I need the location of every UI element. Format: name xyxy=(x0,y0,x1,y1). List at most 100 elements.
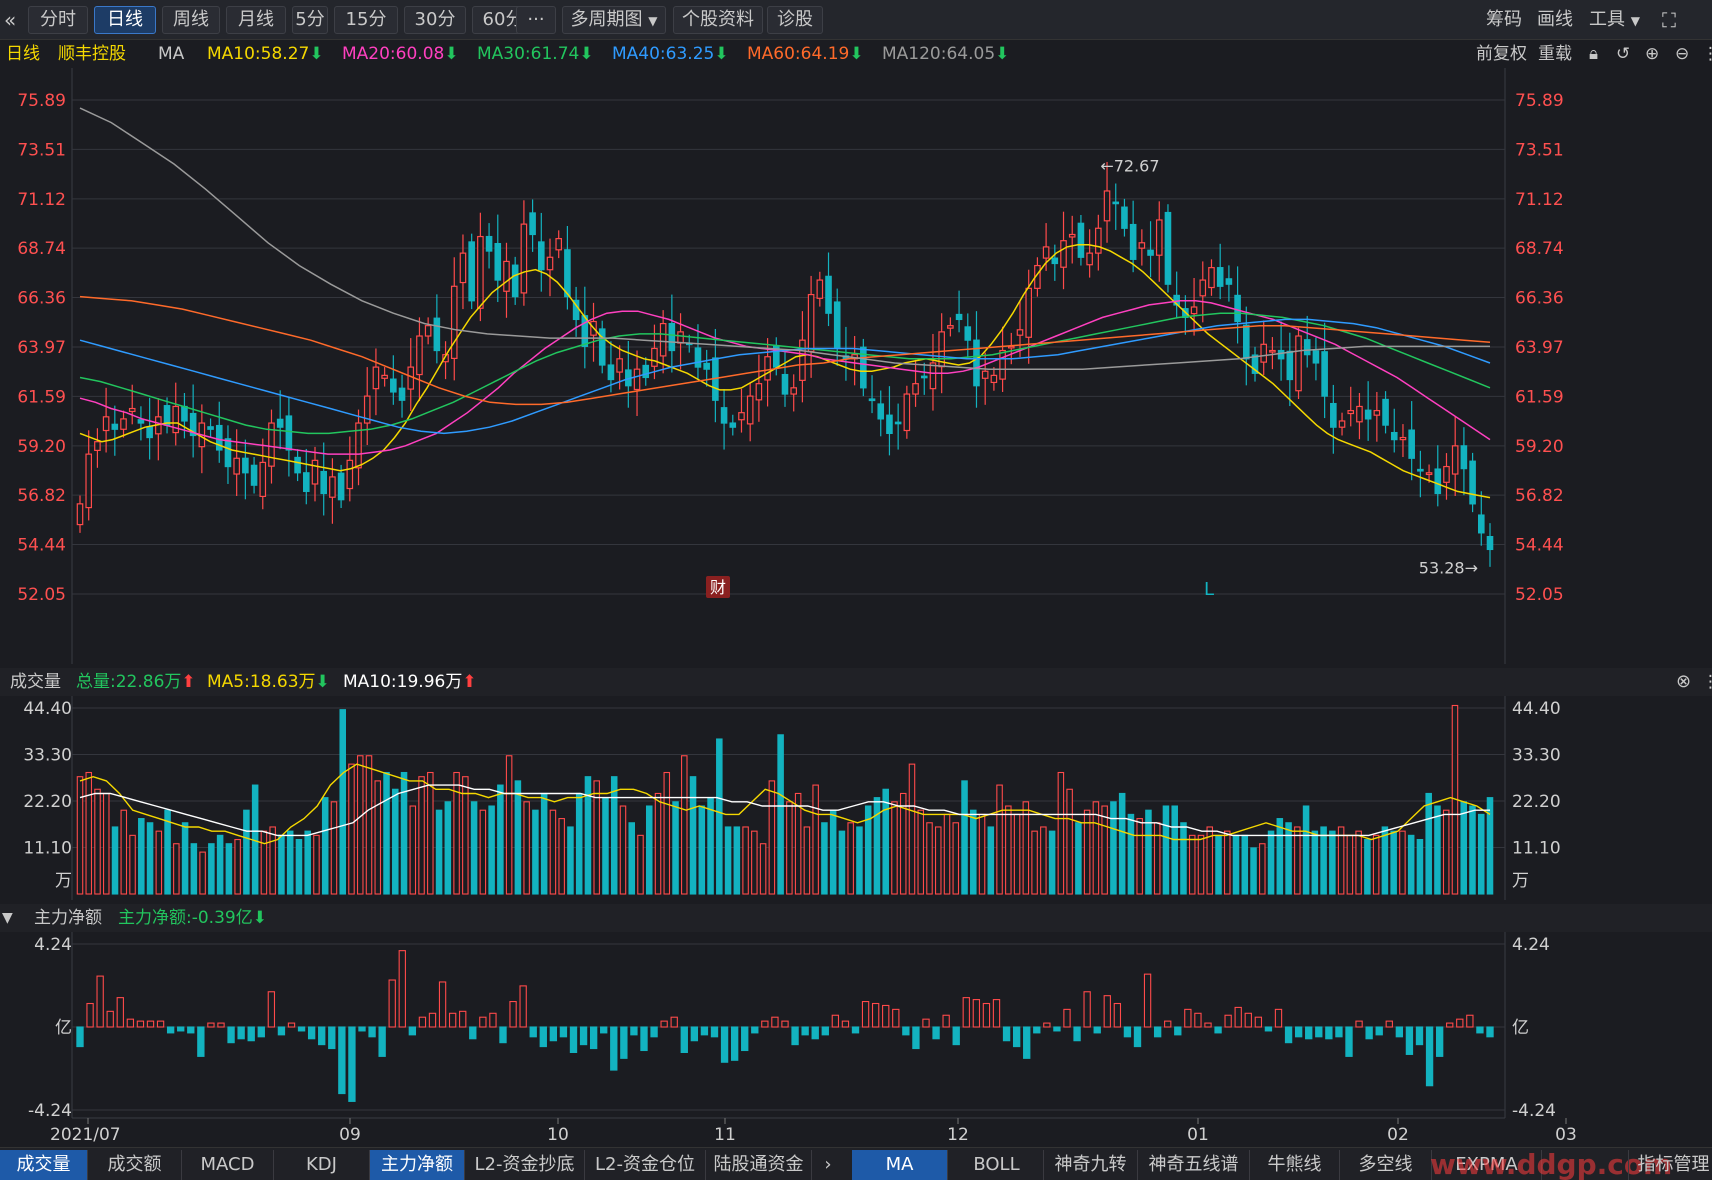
candle-body xyxy=(1408,429,1415,459)
chips-button[interactable]: 筹码 xyxy=(1486,9,1522,30)
period-tab[interactable]: 月线 xyxy=(226,6,286,34)
volume-bar xyxy=(1267,830,1275,895)
x-tick-label: 12 xyxy=(947,1125,969,1145)
settings-icon[interactable]: ⋮ xyxy=(1702,672,1712,692)
collapse-icon[interactable]: ▼ xyxy=(2,910,13,926)
volume-bar xyxy=(733,826,741,895)
indicator-tab[interactable]: 成交额 xyxy=(88,1150,182,1180)
stock-name[interactable]: 顺丰控股 xyxy=(58,44,126,64)
indicator-name[interactable]: MA xyxy=(158,44,185,64)
arrow-down-icon: ⬇ xyxy=(309,44,324,64)
candle-body xyxy=(268,422,275,467)
indicator-tab[interactable]: 成交量 xyxy=(0,1150,88,1180)
close-icon[interactable]: ⊗ xyxy=(1676,671,1692,692)
arrow-down-icon: ⬇ xyxy=(849,44,864,64)
indicator-tab[interactable]: L2-资金仓位 xyxy=(585,1150,706,1180)
volume-bar xyxy=(278,834,285,895)
unit-label-right: 万 xyxy=(1512,871,1529,891)
flow-bar xyxy=(821,1026,829,1036)
overlay-tab[interactable]: BOLL xyxy=(950,1150,1044,1180)
tools-dropdown[interactable]: 工具 ▼ xyxy=(1589,6,1640,34)
volume-bar xyxy=(1066,788,1073,895)
flow-bar xyxy=(761,1020,769,1028)
candle-body xyxy=(189,412,197,437)
candle-body xyxy=(494,242,502,281)
candlestick-chart[interactable]: 75.89 75.89 73.51 73.51 71.12 71.12 68.74 68.74… xyxy=(0,68,1712,664)
indicator-tab[interactable]: L2-资金抄底 xyxy=(465,1150,585,1180)
period-tab[interactable]: 周线 xyxy=(162,6,220,34)
chevron-double-left-icon[interactable]: « xyxy=(4,8,17,32)
volume-bar xyxy=(435,809,443,895)
indicator-manage-button[interactable]: 指标管理 xyxy=(1628,1150,1712,1180)
stock-info-button[interactable]: 个股资料 xyxy=(673,6,763,34)
flow-bar xyxy=(227,1026,235,1044)
diagnose-button[interactable]: 诊股 xyxy=(767,6,823,34)
overlay-tab[interactable]: MA xyxy=(852,1150,948,1180)
undo-icon[interactable]: ↺ xyxy=(1616,44,1631,64)
volume-ma5-line xyxy=(79,763,1491,845)
candle-body xyxy=(981,370,989,379)
candle-body xyxy=(799,339,806,381)
overlay-tab[interactable]: 牛熊线 xyxy=(1250,1150,1340,1180)
flow-value-text: 主力净额:-0.39亿 xyxy=(118,908,253,928)
period-tab[interactable]: 分时 xyxy=(28,6,88,34)
tools-label: 工具 xyxy=(1589,9,1625,30)
flow-bar xyxy=(1385,1020,1393,1028)
volume-bar xyxy=(1442,809,1450,895)
period-tab[interactable]: 30分 xyxy=(404,6,466,34)
flow-panel-header: ▼ 主力净额 主力净额:-0.39亿⬇ xyxy=(0,904,1712,932)
candle-body xyxy=(1016,329,1024,336)
adjust-button[interactable]: 前复权 xyxy=(1476,44,1527,64)
indicator-tab[interactable]: MACD xyxy=(182,1150,274,1180)
flow-bar xyxy=(247,1026,255,1042)
volume-chart[interactable]: 44.40 44.40 33.30 33.30 22.20 22.20 11.10 11.10… xyxy=(0,696,1712,900)
candle-body xyxy=(1147,249,1154,256)
draw-line-button[interactable]: 画线 xyxy=(1537,9,1573,30)
indicator-tab[interactable]: KDJ xyxy=(274,1150,370,1180)
overlay-tab[interactable]: EXPMA xyxy=(1432,1150,1542,1180)
flow-bar xyxy=(1123,1026,1132,1038)
period-tab[interactable]: 日线 xyxy=(94,6,156,34)
candle-body xyxy=(1338,420,1346,428)
flow-bar xyxy=(1214,1026,1222,1034)
period-tab[interactable]: 5分 xyxy=(292,6,328,34)
x-tick-label: 2021/07 xyxy=(50,1125,121,1145)
flow-bar xyxy=(851,1026,860,1034)
candle-body xyxy=(1330,402,1337,428)
fullscreen-icon[interactable]: ⛶ xyxy=(1662,8,1676,32)
zoom-out-icon[interactable]: ⊖ xyxy=(1675,44,1690,64)
period-tab[interactable]: 15分 xyxy=(334,6,398,34)
overlay-tab[interactable]: 神奇五线谱 xyxy=(1138,1150,1250,1180)
chevron-right-icon[interactable]: › xyxy=(824,1154,832,1175)
flow-bar xyxy=(650,1026,658,1038)
candle-body xyxy=(659,322,667,357)
flow-bar xyxy=(932,1026,940,1040)
multi-period-dropdown[interactable]: 多周期图 ▼ xyxy=(562,6,666,34)
volume-bar xyxy=(1320,826,1327,895)
volume-bar xyxy=(330,801,338,895)
indicator-tab[interactable]: 主力净额 xyxy=(370,1150,465,1180)
volume-bar xyxy=(602,797,609,895)
more-button[interactable]: ··· xyxy=(516,6,556,34)
flow-title[interactable]: 主力净额 xyxy=(34,908,102,928)
candle-body xyxy=(233,457,240,475)
zoom-in-icon[interactable]: ⊕ xyxy=(1645,44,1660,64)
overlay-tab[interactable]: 多空线 xyxy=(1340,1150,1432,1180)
lock-icon[interactable]: 🔒︎ xyxy=(1589,44,1599,64)
volume-bar xyxy=(1372,834,1380,895)
candle-body xyxy=(764,356,771,381)
ma10-value: MA10:58.27⬇ xyxy=(207,40,324,68)
settings-icon[interactable]: ⋮ xyxy=(1702,44,1712,64)
flow-bar xyxy=(428,1012,437,1028)
candle-body xyxy=(302,472,310,493)
flow-bar xyxy=(549,1026,558,1042)
indicator-tab[interactable]: 陆股通资金 xyxy=(706,1150,812,1180)
volume-bar xyxy=(584,776,592,895)
volume-bar xyxy=(716,738,723,895)
main-flow-chart[interactable]: 4.24 4.24 亿 亿 -4.24 -4.24 2021/07 09 10 11 12 01 02 0… xyxy=(0,932,1712,1147)
flow-bar xyxy=(942,1014,950,1028)
overlay-tab[interactable]: 神奇九转 xyxy=(1044,1150,1138,1180)
reload-button[interactable]: 重载 xyxy=(1538,44,1572,64)
candle-body xyxy=(1199,279,1207,297)
volume-title[interactable]: 成交量 xyxy=(10,672,61,692)
